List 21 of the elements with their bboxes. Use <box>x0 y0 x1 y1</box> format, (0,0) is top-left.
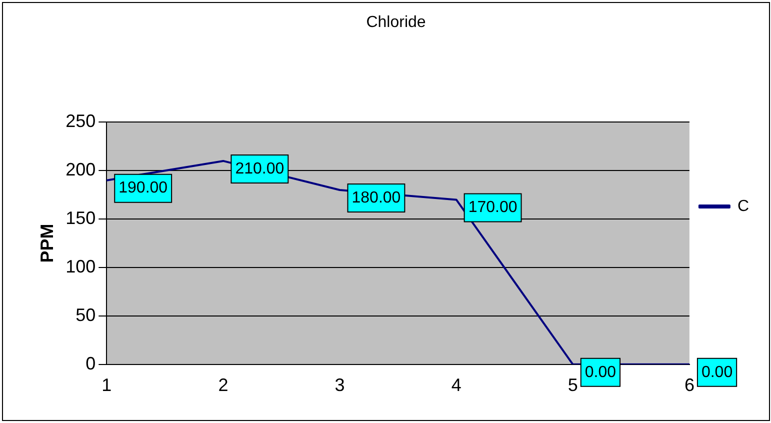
data-label: 0.00 <box>584 364 616 381</box>
chart-title: Chloride <box>366 14 426 32</box>
x-tick-label: 6 <box>684 375 694 396</box>
x-tick-label: 5 <box>568 375 578 396</box>
y-tick-label: 100 <box>66 256 96 276</box>
data-label: 210.00 <box>235 160 284 178</box>
y-tick-label: 150 <box>66 208 96 228</box>
data-label: 180.00 <box>352 189 401 206</box>
legend-label: C <box>737 198 750 215</box>
x-tick-label: 4 <box>451 375 462 396</box>
y-axis-title: PPM <box>36 224 57 263</box>
y-tick-label: 50 <box>76 304 96 325</box>
x-tick-label: 1 <box>102 375 112 396</box>
y-tick-label: 200 <box>66 160 96 180</box>
data-label: 170.00 <box>468 199 518 216</box>
y-tick-label: 250 <box>66 111 96 132</box>
y-tick-label: 0 <box>86 353 96 374</box>
x-tick-label: 2 <box>218 375 228 396</box>
data-label: 0.00 <box>701 364 733 381</box>
data-label: 190.00 <box>118 180 168 197</box>
x-tick-label: 3 <box>334 375 345 396</box>
